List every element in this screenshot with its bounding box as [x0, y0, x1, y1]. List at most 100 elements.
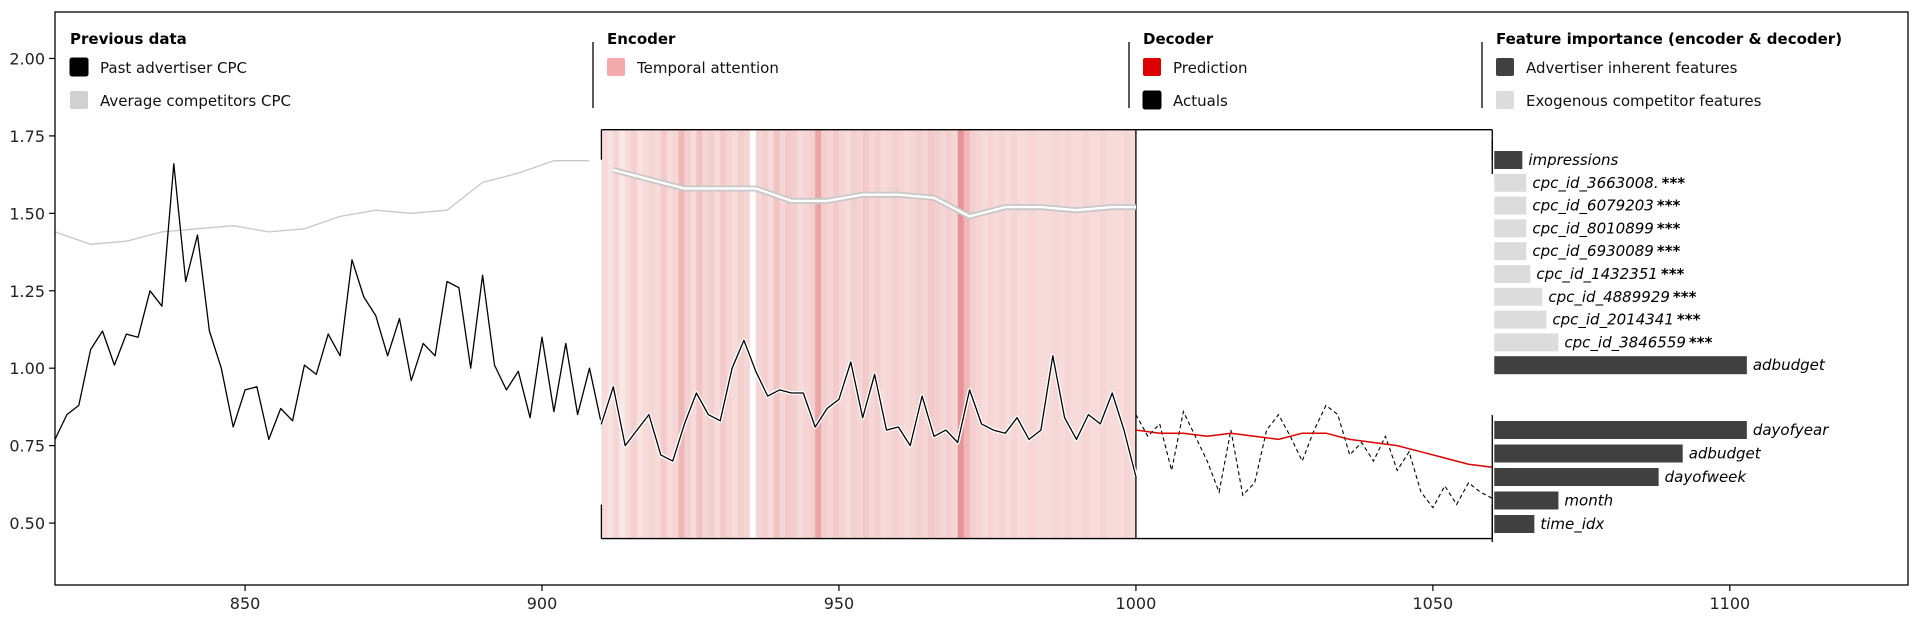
fi-significance-stars: ***: [1657, 242, 1681, 260]
y-tick-label: 1.50: [9, 204, 45, 223]
fi-encoder-bar: [1494, 356, 1747, 375]
y-tick-label: 1.25: [9, 282, 45, 301]
legend-swatch: [607, 58, 625, 76]
attention-strip: [654, 129, 662, 539]
competitors-cpc-line: [54, 160, 590, 245]
attention-strip: [791, 129, 798, 539]
fi-decoder-label: adbudget: [1689, 445, 1762, 463]
legend-group-title: Encoder: [607, 30, 676, 48]
attention-strip: [660, 129, 668, 539]
x-tick-label: 850: [230, 594, 261, 613]
y-tick-label: 0.75: [9, 437, 45, 456]
attention-strip: [1076, 129, 1084, 539]
attention-strip: [922, 129, 929, 539]
attention-strip: [975, 129, 983, 539]
fi-encoder-bar: [1494, 265, 1531, 283]
attention-strip: [738, 129, 745, 539]
attention-strip: [874, 129, 882, 539]
attention-strip: [868, 129, 876, 539]
fi-significance-stars: ***: [1662, 174, 1686, 192]
legend-swatch: [70, 91, 88, 109]
attention-strip: [1046, 129, 1054, 539]
attention-strip: [1034, 129, 1042, 539]
fi-significance-stars: ***: [1657, 219, 1681, 237]
competitors-cpc-encoder-line: [612, 168, 1136, 218]
y-tick-label: 1.75: [9, 127, 45, 146]
attention-strip: [844, 129, 852, 539]
attention-strip: [862, 129, 870, 539]
attention-strip: [726, 129, 733, 539]
attention-strip: [642, 129, 650, 539]
y-tick-label: 0.50: [9, 514, 45, 533]
fi-encoder-bar: [1494, 287, 1543, 306]
attention-strip: [856, 129, 864, 539]
fi-significance-stars: ***: [1689, 333, 1713, 351]
attention-strip: [999, 129, 1006, 539]
past-cpc-line: [54, 163, 614, 441]
attention-strip: [613, 129, 620, 539]
attention-strip: [939, 129, 947, 539]
fi-encoder-label: adbudget: [1753, 356, 1826, 374]
attention-strip: [619, 129, 626, 539]
x-tick-label: 1100: [1709, 594, 1750, 613]
attention-strip: [1124, 129, 1131, 539]
attention-strip: [702, 129, 709, 539]
x-tick-label: 900: [527, 594, 558, 613]
attention-strip: [1017, 129, 1024, 539]
fi-encoder-bar: [1494, 242, 1527, 261]
attention-strip: [951, 129, 959, 539]
attention-strip: [743, 129, 751, 539]
legend-item-label: Temporal attention: [636, 59, 779, 77]
attention-strip: [1070, 129, 1078, 539]
fi-encoder-label: cpc_id_3846559 ***: [1564, 333, 1712, 352]
attention-strip: [993, 129, 1000, 539]
fi-encoder-bar: [1494, 219, 1527, 238]
attention-strip: [1005, 129, 1012, 539]
fi-encoder-label: cpc_id_2014341 ***: [1552, 311, 1700, 330]
attention-strip: [708, 129, 715, 539]
attention-strip: [1011, 129, 1018, 539]
fi-encoder-label: impressions: [1528, 151, 1618, 169]
prediction-line: [1135, 429, 1493, 469]
attention-strip: [1094, 129, 1101, 539]
attention-strip: [1029, 129, 1036, 539]
attention-strip: [833, 129, 840, 539]
fi-decoder-bar: [1494, 515, 1535, 533]
past-cpc-encoder-line: [600, 339, 1137, 477]
attention-strip: [755, 129, 763, 539]
attention-strip: [910, 129, 917, 539]
fi-encoder-label: cpc_id_4889929 ***: [1548, 288, 1696, 307]
legend-swatch: [69, 57, 89, 77]
fi-encoder-label: cpc_id_6079203 ***: [1532, 197, 1680, 216]
fi-encoder-bar: [1494, 151, 1523, 169]
legend-item-label: Past advertiser CPC: [100, 59, 247, 77]
fi-decoder-label: month: [1564, 492, 1613, 510]
legend-swatch: [1496, 58, 1514, 76]
attention-strip: [963, 129, 971, 539]
attention-strip: [637, 129, 644, 539]
legend-item-label: Actuals: [1173, 92, 1228, 110]
fi-decoder-bar: [1494, 444, 1683, 463]
fi-decoder-bar: [1494, 491, 1559, 510]
fi-decoder-bar: [1494, 468, 1659, 486]
fi-encoder-label: cpc_id_6930089 ***: [1532, 242, 1680, 261]
legend-swatch: [1142, 90, 1162, 110]
attention-strip: [898, 129, 905, 539]
attention-strip: [827, 129, 834, 539]
attention-strip: [732, 129, 739, 539]
attention-strip: [607, 129, 614, 539]
y-tick-label: 1.00: [9, 359, 45, 378]
attention-strip: [1064, 129, 1072, 539]
attention-strip: [850, 129, 858, 539]
attention-strip: [1040, 129, 1048, 539]
attention-strip: [1118, 129, 1125, 539]
legend-item-label: Prediction: [1173, 59, 1248, 77]
fi-significance-stars: ***: [1677, 311, 1701, 329]
legend-item-label: Exogenous competitor features: [1526, 92, 1762, 110]
fi-encoder-bar: [1494, 173, 1527, 192]
x-tick-label: 950: [824, 594, 855, 613]
attention-strip: [714, 129, 721, 539]
legend-item-label: Average competitors CPC: [100, 92, 291, 110]
fi-encoder-label: cpc_id_1432351 ***: [1536, 265, 1684, 284]
